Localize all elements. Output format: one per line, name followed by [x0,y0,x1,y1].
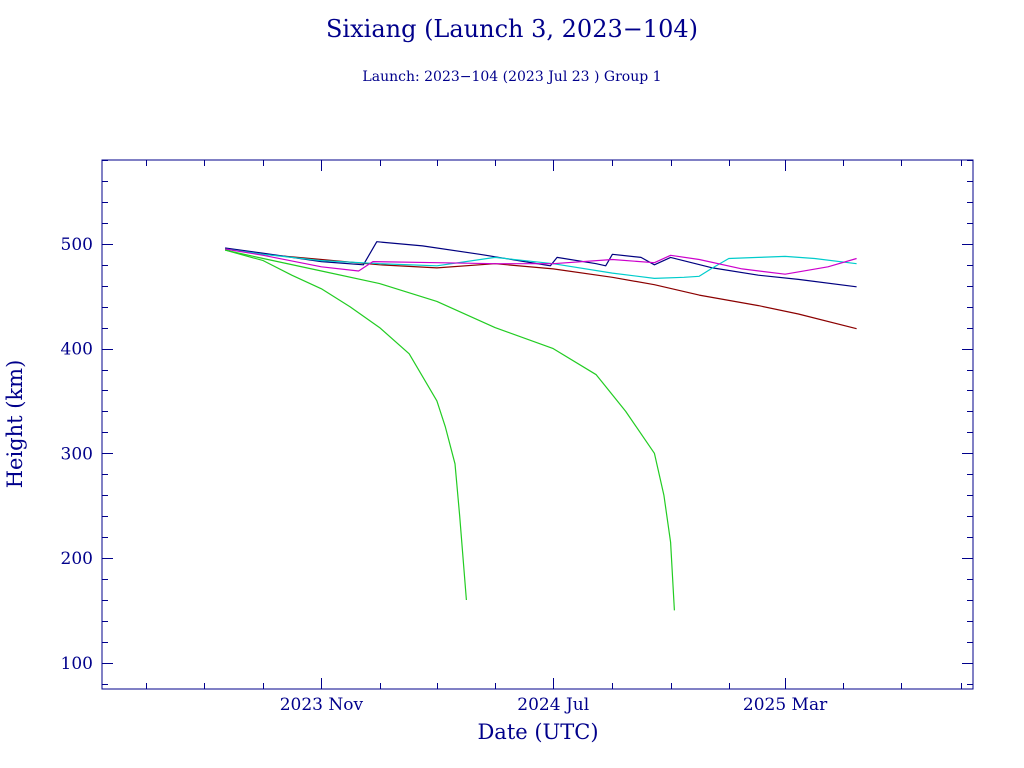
x-tick-label: 2024 Jul [517,695,589,715]
series-layer [224,241,857,611]
chart-title: Sixiang (Launch 3, 2023−104) [326,15,698,43]
ticks-layer: 100 200 300 400 500 2023 Nov 2024 Jul 2025 Mar [61,160,973,715]
series-line-5 [224,249,467,601]
x-tick-label: 2023 Nov [280,695,364,715]
y-tick-label: 200 [61,549,93,569]
x-axis-label: Date (UTC) [477,720,598,744]
y-tick-label: 100 [61,654,93,674]
y-tick-label: 300 [61,444,93,464]
series-line-1 [225,248,857,330]
y-axis-label: Height (km) [3,360,27,489]
plot-frame [101,159,974,690]
series-line-6 [224,249,675,611]
y-tick-label: 500 [61,235,93,255]
chart-subtitle: Launch: 2023−104 (2023 Jul 23 ) Group 1 [362,69,661,85]
series-line-3 [225,248,857,279]
y-tick-label: 400 [61,340,93,360]
x-tick-label: 2025 Mar [743,695,828,715]
series-line-4 [225,248,857,275]
series-line-2 [225,241,857,288]
